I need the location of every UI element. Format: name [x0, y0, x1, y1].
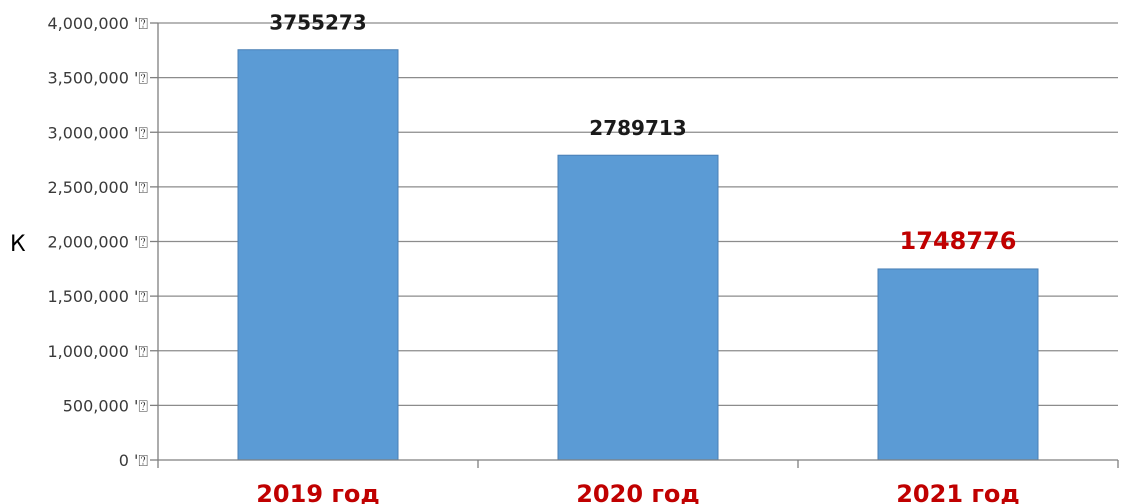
y-axis-title: К — [10, 232, 26, 257]
y-tick-label: 3,000,000 '⍰ — [47, 123, 148, 142]
data-label-2019 год: 3755273 — [269, 11, 366, 35]
y-tick-label: 500,000 '⍰ — [63, 396, 149, 415]
data-label-2021 год: 1748776 — [900, 227, 1017, 255]
x-axis-ticks: 2019 год 2020 год 2021 год — [157, 460, 1119, 504]
y-tick-label: 2,500,000 '⍰ — [47, 178, 148, 197]
y-tick-label: 4,000,000 '⍰ — [47, 14, 148, 33]
y-tick-label: 2,000,000 '⍰ — [47, 233, 148, 252]
data-label-2020 год: 2789713 — [589, 116, 686, 140]
y-tick-label: 3,500,000 '⍰ — [47, 69, 148, 88]
data-labels: 3755273 2789713 1748776 — [269, 11, 1016, 255]
bar-2019 год — [237, 49, 399, 461]
y-tick-label: 1,000,000 '⍰ — [47, 342, 148, 361]
y-axis-ticks: 0 '⍰ 500,000 '⍰ 1,000,000 '⍰ 1,500,000 '⍰ 2,… — [47, 14, 158, 470]
y-tick-label: 1,500,000 '⍰ — [47, 287, 148, 306]
bar-2021 год — [877, 268, 1039, 461]
bars — [237, 49, 1039, 461]
x-tick-label-2021 год: 2021 год — [896, 480, 1020, 504]
bar-2020 год — [557, 154, 719, 461]
x-tick-label-2020 год: 2020 год — [576, 480, 700, 504]
x-tick-label-2019 год: 2019 год — [256, 480, 380, 504]
y-tick-label: 0 '⍰ — [119, 451, 149, 470]
